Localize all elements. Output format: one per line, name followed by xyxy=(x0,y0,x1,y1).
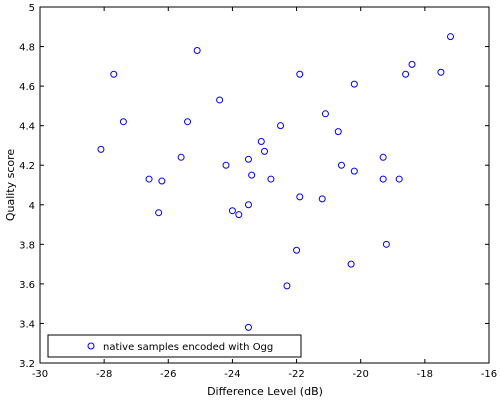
x-tick-label: -22 xyxy=(288,369,304,380)
data-point xyxy=(184,118,192,126)
data-point xyxy=(267,175,275,183)
legend: native samples encoded with Ogg xyxy=(47,334,302,358)
data-point xyxy=(283,282,291,290)
y-tick-label: 4 xyxy=(29,201,35,212)
y-tick-label: 3.6 xyxy=(19,280,35,291)
data-point xyxy=(97,145,105,153)
y-tick-label: 4.6 xyxy=(19,82,35,93)
data-point xyxy=(248,171,256,179)
x-tick-label: -20 xyxy=(353,369,369,380)
data-point xyxy=(395,175,403,183)
y-tick-label: 3.8 xyxy=(19,240,35,251)
data-point xyxy=(257,137,265,145)
data-point xyxy=(293,246,301,254)
data-point xyxy=(244,323,252,331)
data-point xyxy=(261,147,268,155)
data-point xyxy=(402,70,410,78)
data-point xyxy=(145,175,153,183)
data-point xyxy=(347,260,355,268)
data-point xyxy=(408,60,416,68)
data-point xyxy=(379,175,387,183)
data-point xyxy=(155,209,163,217)
x-tick-label: -18 xyxy=(417,369,433,380)
data-point xyxy=(244,201,252,209)
y-axis-ticks: 3.2 3.4 3.6 3.8 4 4.2 4.4 4.6 4.8 5 xyxy=(19,3,489,370)
data-point xyxy=(437,68,445,76)
legend-marker xyxy=(87,342,95,350)
data-point xyxy=(222,161,230,169)
data-point xyxy=(235,211,243,219)
data-point xyxy=(277,122,285,130)
x-axis-ticks: -30 -28 -26 -24 -22 -20 -18 -16 xyxy=(32,7,497,380)
data-point xyxy=(350,80,358,88)
x-tick-label: -16 xyxy=(481,369,497,380)
data-points xyxy=(97,33,455,331)
data-point xyxy=(321,110,329,118)
x-tick-label: -30 xyxy=(32,369,48,380)
data-point xyxy=(177,153,185,161)
x-tick-label: -26 xyxy=(160,369,176,380)
legend-box xyxy=(47,334,302,358)
data-point xyxy=(193,47,201,55)
data-point xyxy=(337,161,345,169)
y-tick-label: 3.4 xyxy=(19,319,35,330)
data-point xyxy=(350,167,358,175)
data-point xyxy=(379,153,387,161)
x-axis-title: Difference Level (dB) xyxy=(207,385,323,398)
y-tick-label: 4.8 xyxy=(19,43,35,54)
y-tick-label: 4.2 xyxy=(19,161,35,172)
plot-area xyxy=(39,6,490,364)
x-tick-label: -28 xyxy=(96,369,112,380)
legend-label: native samples encoded with Ogg xyxy=(103,342,273,353)
data-point xyxy=(216,96,224,104)
y-axis-title: Quality score xyxy=(4,149,17,222)
y-tick-label: 4.4 xyxy=(19,122,35,133)
data-point xyxy=(244,155,252,163)
data-point xyxy=(334,128,342,136)
data-point xyxy=(228,207,236,215)
data-point xyxy=(119,118,127,126)
data-point xyxy=(110,70,118,78)
data-point xyxy=(447,33,455,41)
data-point xyxy=(296,193,304,201)
y-tick-label: 3.2 xyxy=(19,359,35,370)
data-point xyxy=(382,240,390,248)
y-tick-label: 5 xyxy=(29,3,35,14)
data-point xyxy=(318,195,326,203)
data-point xyxy=(158,177,166,185)
data-point xyxy=(296,70,304,78)
x-tick-label: -24 xyxy=(224,369,240,380)
